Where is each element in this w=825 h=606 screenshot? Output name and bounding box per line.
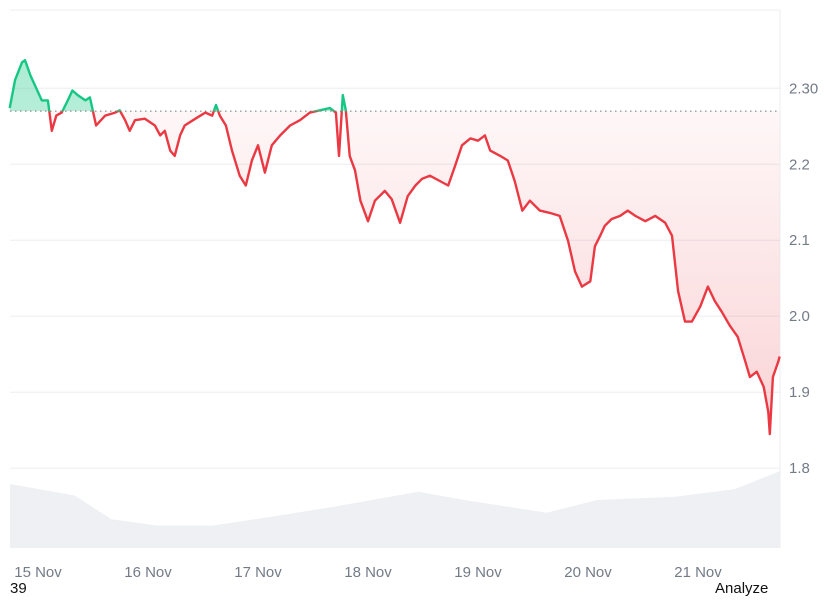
price-line-up bbox=[8, 59, 348, 112]
y-tick-label: 2.0 bbox=[789, 308, 810, 325]
y-tick-label: 1.9 bbox=[789, 384, 810, 401]
x-tick-label: 20 Nov bbox=[564, 564, 612, 580]
x-tick-label: 19 Nov bbox=[454, 564, 502, 580]
area-fill-above-baseline bbox=[9, 60, 346, 112]
x-tick-label: 16 Nov bbox=[124, 564, 172, 580]
grid-lines bbox=[10, 87, 780, 469]
x-tick-label: 15 Nov bbox=[14, 564, 62, 580]
analyze-link[interactable]: Analyze bbox=[715, 580, 769, 597]
area-fill-below-baseline bbox=[9, 111, 780, 434]
x-tick-label: 17 Nov bbox=[234, 564, 282, 580]
x-tick-label: 21 Nov bbox=[674, 564, 722, 580]
y-tick-label: 1.8 bbox=[789, 460, 810, 477]
price-line-down bbox=[48, 111, 781, 436]
volume-area bbox=[10, 471, 780, 548]
y-tick-label: 2.30 bbox=[789, 80, 818, 97]
y-tick-label: 2.1 bbox=[789, 232, 810, 249]
y-tick-label: 2.2 bbox=[789, 156, 810, 173]
x-tick-label: 18 Nov bbox=[344, 564, 392, 580]
footer-left-text: 39 bbox=[10, 580, 27, 597]
price-chart: 2.30 2.2 2.1 2.0 1.9 1.8 15 Nov 16 Nov 17 Nov 18… bbox=[8, 9, 818, 580]
